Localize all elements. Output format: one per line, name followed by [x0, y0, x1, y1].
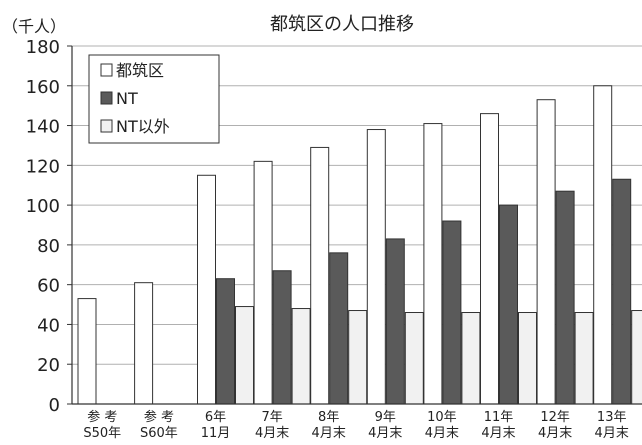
bars	[77, 85, 642, 405]
bar-total	[310, 146, 330, 405]
legend-swatch	[100, 91, 113, 105]
bar-total	[536, 99, 556, 405]
bar-total	[366, 129, 386, 405]
bar-total	[77, 298, 97, 405]
chart-title: 都筑区の人口推移	[270, 14, 414, 35]
y-axis-ticks: 0 20 40 60 80 100 120 140 160 180	[26, 37, 72, 416]
bar-non-nt	[348, 310, 368, 405]
y-tick-label: 120	[26, 156, 60, 177]
x-tick-label: 4月末	[595, 426, 629, 441]
legend-swatch	[100, 119, 113, 133]
bar-nt	[555, 190, 575, 405]
x-tick-label: S50年	[83, 426, 121, 441]
bar-non-nt	[461, 312, 481, 405]
x-tick-label: 8年	[318, 410, 339, 425]
bar-total	[134, 282, 154, 405]
bar-nt	[216, 278, 235, 405]
legend: 都筑区 NT NT以外	[88, 54, 220, 144]
bar-total	[197, 174, 216, 405]
y-tick-label: 40	[37, 315, 60, 336]
y-tick-label: 100	[26, 196, 60, 217]
bar-nt	[272, 270, 292, 405]
y-tick-label: 180	[26, 37, 60, 58]
bar-total	[593, 85, 613, 405]
bar-non-nt	[291, 308, 311, 405]
bar-total	[253, 160, 273, 405]
x-tick-label: 4月末	[538, 426, 572, 441]
y-tick-label: 60	[37, 276, 60, 297]
x-tick-label: 7年	[261, 410, 282, 425]
x-tick-label: 6年	[205, 410, 226, 425]
legend-label: 都筑区	[116, 61, 164, 80]
legend-swatch	[100, 63, 113, 77]
x-tick-label: S60年	[140, 426, 178, 441]
x-tick-label: 10年	[427, 410, 457, 425]
x-tick-label: 4月末	[368, 426, 402, 441]
bar-nt	[499, 204, 518, 405]
bar-nt	[329, 252, 349, 405]
legend-label: NT	[116, 89, 138, 108]
y-tick-label: 80	[37, 236, 60, 257]
legend-label: NT以外	[116, 117, 170, 136]
y-tick-label: 140	[26, 117, 60, 138]
y-tick-label: 20	[37, 355, 60, 376]
bar-non-nt	[518, 312, 537, 405]
x-tick-label: 4月末	[425, 426, 459, 441]
bar-non-nt	[631, 310, 642, 405]
x-tick-label: 4月末	[255, 426, 289, 441]
bar-non-nt	[574, 312, 594, 405]
x-tick-label: 9年	[375, 410, 396, 425]
y-axis-unit-label: （千人）	[2, 17, 66, 36]
x-tick-label: 12年	[540, 410, 570, 425]
bar-nt	[612, 178, 632, 405]
x-tick-label: 4月末	[481, 426, 515, 441]
x-tick-label: 4月末	[312, 426, 346, 441]
x-tick-label: 参 考	[87, 409, 117, 425]
x-tick-label: 11月	[201, 426, 231, 441]
bar-total	[480, 113, 499, 405]
bar-nt	[385, 238, 405, 405]
x-tick-label: 13年	[597, 410, 627, 425]
x-tick-label: 参 考	[144, 409, 174, 425]
bar-non-nt	[404, 312, 424, 405]
y-tick-label: 160	[26, 77, 60, 98]
x-tick-label: 11年	[484, 410, 514, 425]
bar-nt	[442, 220, 462, 405]
bar-total	[423, 123, 443, 405]
bar-non-nt	[235, 306, 254, 405]
y-tick-label: 0	[49, 395, 60, 416]
